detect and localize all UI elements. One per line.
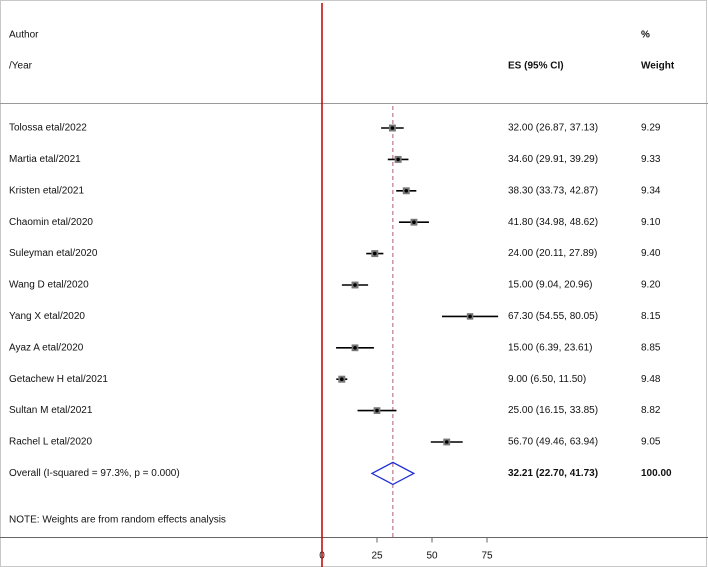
study-label: Martia etal/2021 [9, 154, 81, 165]
header-author: Author [9, 30, 39, 41]
weight-label: 9.10 [641, 217, 661, 228]
es-label: 34.60 (29.91, 39.29) [508, 154, 598, 165]
x-tick-label: 50 [426, 551, 438, 562]
overall-diamond [370, 461, 416, 486]
study-label: Ayaz A etal/2020 [9, 342, 84, 353]
es-label: 24.00 (20.11, 27.89) [508, 248, 597, 259]
weight-label: 9.34 [641, 185, 661, 196]
header-es: ES (95% CI) [508, 61, 564, 72]
overall-weight: 100.00 [641, 468, 672, 479]
weight-label: 8.82 [641, 405, 661, 416]
point-estimate [373, 251, 377, 256]
point-estimate [444, 440, 449, 444]
point-estimate [353, 346, 357, 350]
point-estimate [404, 189, 409, 193]
es-label: 56.70 (49.46, 63.94) [508, 437, 598, 448]
es-label: 38.30 (33.73, 42.87) [508, 185, 598, 196]
header-weight: Weight [641, 61, 675, 72]
study-label: Sultan M etal/2021 [9, 405, 93, 416]
x-tick-label: 75 [481, 551, 493, 562]
study-label: Chaomin etal/2020 [9, 217, 93, 228]
point-estimate [412, 220, 416, 224]
weight-label: 9.33 [641, 154, 661, 165]
weight-label: 9.20 [641, 280, 661, 291]
weight-label: 9.29 [641, 123, 661, 134]
es-label: 15.00 (9.04, 20.96) [508, 280, 593, 291]
es-label: 25.00 (16.15, 33.85) [508, 405, 598, 416]
study-label: Tolossa etal/2022 [9, 123, 87, 134]
point-estimate [340, 377, 344, 382]
es-label: 67.30 (54.55, 80.05) [508, 311, 598, 322]
es-label: 41.80 (34.98, 48.62) [508, 217, 598, 228]
header-percent: % [641, 30, 650, 41]
point-estimate [390, 126, 395, 130]
point-estimate [396, 157, 400, 162]
point-estimate [353, 283, 357, 287]
weight-label: 9.05 [641, 437, 661, 448]
x-tick-label: 25 [371, 551, 383, 562]
weight-label: 8.85 [641, 342, 661, 353]
es-label: 9.00 (6.50, 11.50) [508, 374, 586, 385]
study-label: Yang X etal/2020 [9, 311, 85, 322]
weight-label: 8.15 [641, 311, 661, 322]
study-label: Wang D etal/2020 [9, 280, 89, 291]
study-label: Suleyman etal/2020 [9, 248, 98, 259]
study-label: Getachew H etal/2021 [9, 374, 108, 385]
header-year: /Year [9, 61, 33, 72]
study-label: Rachel L etal/2020 [9, 437, 92, 448]
point-estimate [375, 408, 379, 413]
es-label: 15.00 (6.39, 23.61) [508, 342, 593, 353]
study-label: Kristen etal/2021 [9, 185, 84, 196]
weight-label: 9.48 [641, 374, 661, 385]
es-label: 32.00 (26.87, 37.13) [508, 123, 598, 134]
weight-label: 9.40 [641, 248, 661, 259]
point-estimate [468, 314, 472, 319]
overall-label: Overall (I-squared = 97.3%, p = 0.000) [9, 468, 180, 479]
overall-es: 32.21 (22.70, 41.73) [508, 468, 598, 479]
note: NOTE: Weights are from random effects an… [9, 515, 226, 526]
